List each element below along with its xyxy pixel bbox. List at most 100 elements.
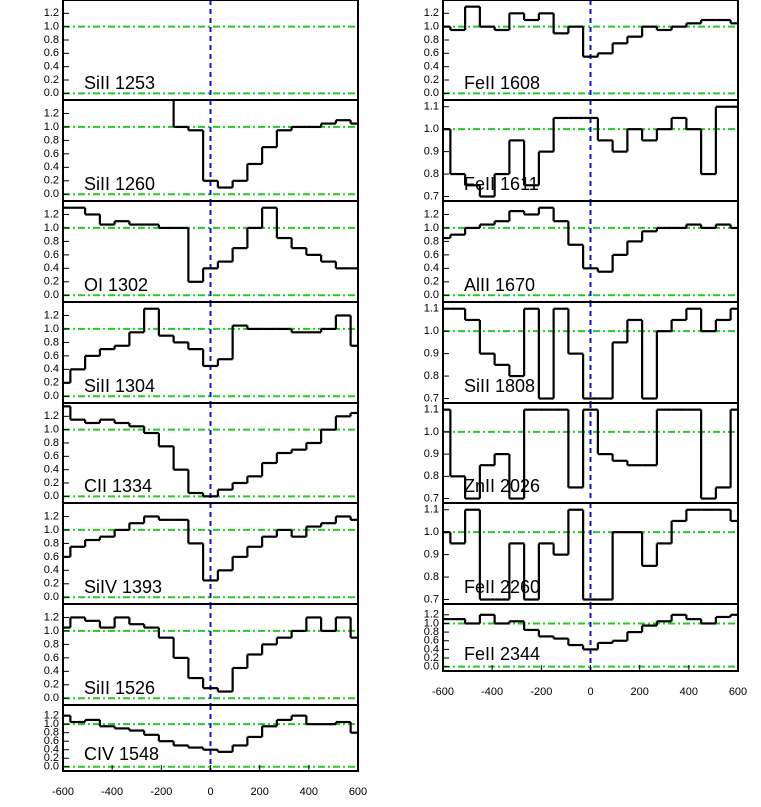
panel: 0.00.20.4 0.60.81.0 1.2 SiII 1253 (44, 0, 359, 101)
panel-title: FeII 2260 (464, 577, 540, 597)
y-tick-label: 0.2 (44, 175, 59, 187)
panel-title: CIV 1548 (84, 744, 159, 764)
y-tick-label: 0.0 (44, 591, 59, 603)
y-tick-label: 0.8 (44, 235, 59, 247)
y-tick-label: 0.4 (44, 665, 59, 677)
y-tick-label: 0.8 (424, 168, 439, 180)
x-tick-label: -600 (52, 786, 74, 798)
y-tick-label: 0.2 (424, 74, 439, 86)
y-tick-label: 0.6 (44, 450, 59, 462)
panel: 0.00.2 0.40.6 0.81.0 1.2 OI 1302 (44, 200, 359, 303)
y-tick-label: 0.4 (424, 262, 439, 274)
y-tick-label: 1.0 (424, 222, 439, 234)
x-tick-label: 400 (300, 786, 318, 798)
y-tick-label: 0.4 (44, 564, 59, 576)
y-tick-label: 1.0 (44, 524, 59, 536)
y-tick-label: 0.0 (424, 87, 439, 99)
y-tick-label: 0.2 (44, 679, 59, 691)
y-tick-label: 0.6 (44, 249, 59, 261)
x-tick-label: -200 (150, 786, 172, 798)
x-tick-label: 600 (349, 786, 367, 798)
y-tick-label: 1.2 (44, 710, 59, 722)
panel: 0.00.20.40.60.81.01.2 -600 -400 -200 0 200 400… (424, 603, 747, 698)
y-tick-label: 1.1 (424, 504, 439, 516)
y-tick-label: 0.4 (44, 363, 59, 375)
y-tick-label: 0.8 (44, 134, 59, 146)
plot-area (63, 0, 358, 100)
panel-title: OI 1302 (84, 275, 148, 295)
panel-title: FeII 1611 (464, 174, 539, 194)
y-tick-label: 0.4 (44, 262, 59, 274)
y-tick-label: 0.7 (424, 190, 439, 202)
y-tick-label: 1.0 (424, 526, 439, 538)
y-tick-label: 1.0 (424, 426, 439, 438)
plot-area (443, 302, 738, 403)
x-tick-label: 600 (729, 686, 747, 698)
panel-title: ZnII 2026 (464, 476, 540, 496)
panel-title: CII 1334 (84, 476, 152, 496)
x-tick-label: 200 (250, 786, 268, 798)
y-tick-label: 0.4 (424, 643, 439, 655)
panel: 0.00.2 0.40.6 0.81.0 1.2 SiII 1304 (44, 301, 359, 404)
panel-title: SiIV 1393 (84, 577, 162, 597)
y-tick-label: 1.2 (44, 309, 59, 321)
plot-area (63, 403, 358, 503)
y-tick-label: 1.0 (424, 21, 439, 33)
y-tick-label: 1.1 (424, 101, 439, 113)
plot-area (443, 503, 738, 604)
plot-area (443, 201, 738, 302)
y-tick-label: 1.2 (44, 410, 59, 422)
y-tick-label: 0.9 (424, 549, 439, 561)
y-tick-label: 0.8 (424, 370, 439, 382)
y-tick-label: 0.6 (44, 551, 59, 563)
y-tick-label: 0.0 (44, 692, 59, 704)
y-tick-label: 0.0 (44, 390, 59, 402)
y-tick-label: 0.8 (44, 727, 59, 739)
y-tick-label: 0.4 (44, 464, 59, 476)
x-tick-label: 200 (630, 686, 648, 698)
panel: 0.00.2 0.40.6 0.81.0 1.2 AlII 1670 (424, 200, 739, 303)
y-tick-label: 0.8 (424, 235, 439, 247)
y-tick-label: 1.2 (424, 7, 439, 19)
y-tick-label: 0.6 (44, 350, 59, 362)
y-tick-label: 0.6 (44, 652, 59, 664)
panel: 0.00.20.4 0.60.81.0 1.2 CII 1334 (44, 402, 359, 504)
panel: 0.7 0.8 0.9 1.0 1.1 FeII 2260 (424, 502, 739, 605)
y-tick-label: 0.4 (44, 744, 59, 756)
y-tick-label: 0.0 (44, 188, 59, 200)
y-tick-label: 0.0 (424, 661, 439, 673)
y-tick-label: 0.0 (44, 761, 59, 773)
y-tick-label: 0.7 (424, 492, 439, 504)
x-tick-label: 400 (680, 686, 698, 698)
panel-title: SiII 1260 (84, 174, 155, 194)
y-tick-label: 0.9 (424, 448, 439, 460)
y-tick-label: 0.0 (424, 289, 439, 301)
panel: 0.00.2 0.40.6 0.81.0 1.2 SiIV 1393 (44, 502, 359, 605)
y-tick-label: 1.2 (44, 510, 59, 522)
panel: 0.7 0.8 0.9 1.0 1.1 FeII 1611 (424, 99, 739, 202)
y-tick-label: 0.8 (424, 626, 439, 638)
panel-title: FeII 1608 (464, 73, 540, 93)
y-tick-label: 0.4 (44, 161, 59, 173)
y-tick-label: 0.8 (424, 34, 439, 46)
y-tick-label: 1.0 (424, 617, 439, 629)
panel: 0.00.20.40.60.81.01.2 -600 -400 -200 0 200 400… (44, 704, 367, 798)
y-tick-label: 0.9 (424, 348, 439, 360)
y-tick-label: 1.2 (424, 609, 439, 621)
y-tick-label: 1.2 (424, 208, 439, 220)
y-tick-label: 1.2 (44, 208, 59, 220)
y-tick-label: 0.6 (424, 47, 439, 59)
y-tick-label: 1.2 (44, 7, 59, 19)
y-tick-label: 0.8 (44, 437, 59, 449)
y-tick-label: 0.2 (44, 578, 59, 590)
panel-title: SiII 1526 (84, 678, 155, 698)
x-tick-label: 0 (587, 686, 593, 698)
y-tick-label: 1.0 (44, 21, 59, 33)
y-tick-label: 0.0 (44, 289, 59, 301)
y-tick-label: 0.8 (44, 537, 59, 549)
x-tick-label: -400 (481, 686, 503, 698)
y-tick-label: 1.0 (424, 325, 439, 337)
y-tick-label: 0.8 (44, 34, 59, 46)
plot-area (63, 503, 358, 604)
